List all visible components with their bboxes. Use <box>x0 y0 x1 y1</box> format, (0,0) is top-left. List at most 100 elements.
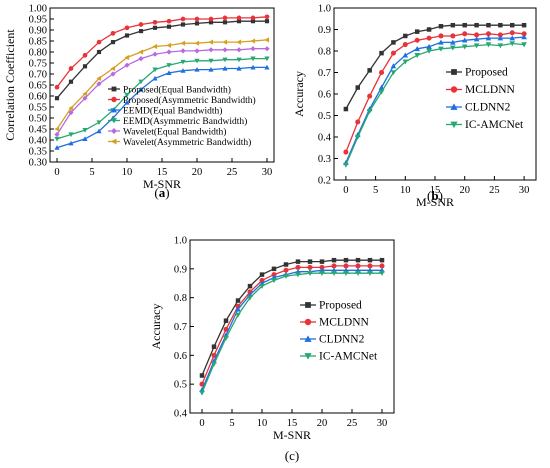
y-tick-label: 0.65 <box>29 81 47 92</box>
data-point <box>152 51 158 57</box>
series-line-0 <box>201 259 382 376</box>
legend-entry: IC-AMCNet <box>319 351 378 363</box>
data-point <box>208 16 214 22</box>
data-point <box>319 270 325 276</box>
data-point <box>343 162 349 168</box>
data-point <box>124 100 130 105</box>
data-point <box>82 52 88 58</box>
data-point <box>390 70 397 76</box>
legend: Proposed MCLDNN CLDNN2 IC-AMCNet <box>446 67 524 131</box>
data-point <box>509 35 516 41</box>
data-point <box>283 273 289 279</box>
legend-entry: Wavelet(Equal Bandwidth) <box>123 127 226 138</box>
data-point <box>450 22 456 28</box>
y-tick-label: 0.90 <box>29 26 47 37</box>
y-tick-label: 0.35 <box>29 147 47 158</box>
data-point <box>264 37 270 43</box>
data-point <box>236 39 242 45</box>
data-point <box>124 25 130 31</box>
data-point <box>379 270 385 276</box>
y-tick-label: 0.9 <box>174 264 187 275</box>
y-tick-label: 0.5 <box>318 111 331 122</box>
data-point <box>414 46 420 52</box>
data-point <box>208 58 214 64</box>
data-point <box>250 56 256 62</box>
data-point <box>498 22 503 28</box>
data-point <box>68 109 74 116</box>
data-point <box>283 262 289 267</box>
y-tick-label: 0.5 <box>174 380 187 391</box>
data-point <box>236 57 242 63</box>
data-point <box>82 136 88 141</box>
x-tick-label: 25 <box>347 418 358 429</box>
y-tick-label: 0.7 <box>318 68 331 79</box>
data-point <box>295 264 301 270</box>
panel-label: (a) <box>154 185 169 200</box>
data-point <box>259 277 265 283</box>
data-point <box>402 42 408 48</box>
data-point <box>208 47 214 53</box>
data-point <box>485 42 492 48</box>
data-point <box>379 257 385 263</box>
x-tick-label: 20 <box>192 167 203 178</box>
y-tick-label: 0.4 <box>318 133 332 144</box>
data-point <box>379 50 384 56</box>
data-point <box>307 264 313 270</box>
data-point <box>283 267 289 273</box>
data-point <box>82 128 88 133</box>
data-point <box>438 39 444 45</box>
data-point <box>295 259 301 264</box>
data-point <box>152 19 158 25</box>
x-tick-label: 15 <box>287 418 298 429</box>
data-point <box>110 71 116 77</box>
y-tick-label: 0.95 <box>29 15 47 26</box>
data-point <box>211 361 217 367</box>
legend-entry: CLDNN2 <box>319 334 365 346</box>
data-point <box>152 43 158 50</box>
data-point <box>180 59 186 65</box>
data-point <box>222 57 228 63</box>
data-point <box>402 52 409 58</box>
data-point <box>96 49 102 55</box>
data-point <box>486 22 491 28</box>
data-point <box>271 266 277 272</box>
x-tick-label: 0 <box>54 167 59 178</box>
data-point <box>222 47 228 53</box>
series-line-3 <box>345 42 525 166</box>
data-point <box>96 75 102 81</box>
data-point <box>138 49 144 55</box>
y-tick-label: 0.80 <box>29 48 47 59</box>
data-point <box>166 70 172 75</box>
y-axis-title: Correlation Coefficient <box>3 29 17 141</box>
y-tick-label: 0.60 <box>29 92 47 103</box>
data-point <box>497 35 504 41</box>
x-tick-label: 5 <box>89 167 94 178</box>
data-point <box>199 390 205 396</box>
x-tick-label: 0 <box>199 418 204 429</box>
legend-marker <box>111 138 117 145</box>
data-point <box>378 89 385 95</box>
data-point <box>138 22 144 27</box>
data-point <box>96 128 102 134</box>
x-tick-label: 30 <box>519 185 530 196</box>
x-tick-label: 5 <box>373 185 378 196</box>
legend-marker <box>304 318 312 326</box>
data-point <box>307 259 313 264</box>
y-tick-label: 0.3 <box>318 154 331 165</box>
y-tick-label: 0.6 <box>318 90 331 101</box>
data-point <box>194 40 200 46</box>
data-point <box>259 283 265 289</box>
legend-marker <box>451 69 457 75</box>
data-point <box>462 31 468 37</box>
data-point <box>152 67 158 73</box>
series-line-4 <box>56 48 267 135</box>
data-point <box>509 22 515 28</box>
legend-marker <box>111 86 117 92</box>
data-point <box>264 46 270 52</box>
data-point <box>461 44 468 50</box>
y-tick-label: 0.75 <box>29 59 47 70</box>
data-point <box>259 272 265 277</box>
data-point <box>247 295 253 301</box>
series-line-0 <box>56 20 267 99</box>
data-point <box>343 106 349 112</box>
